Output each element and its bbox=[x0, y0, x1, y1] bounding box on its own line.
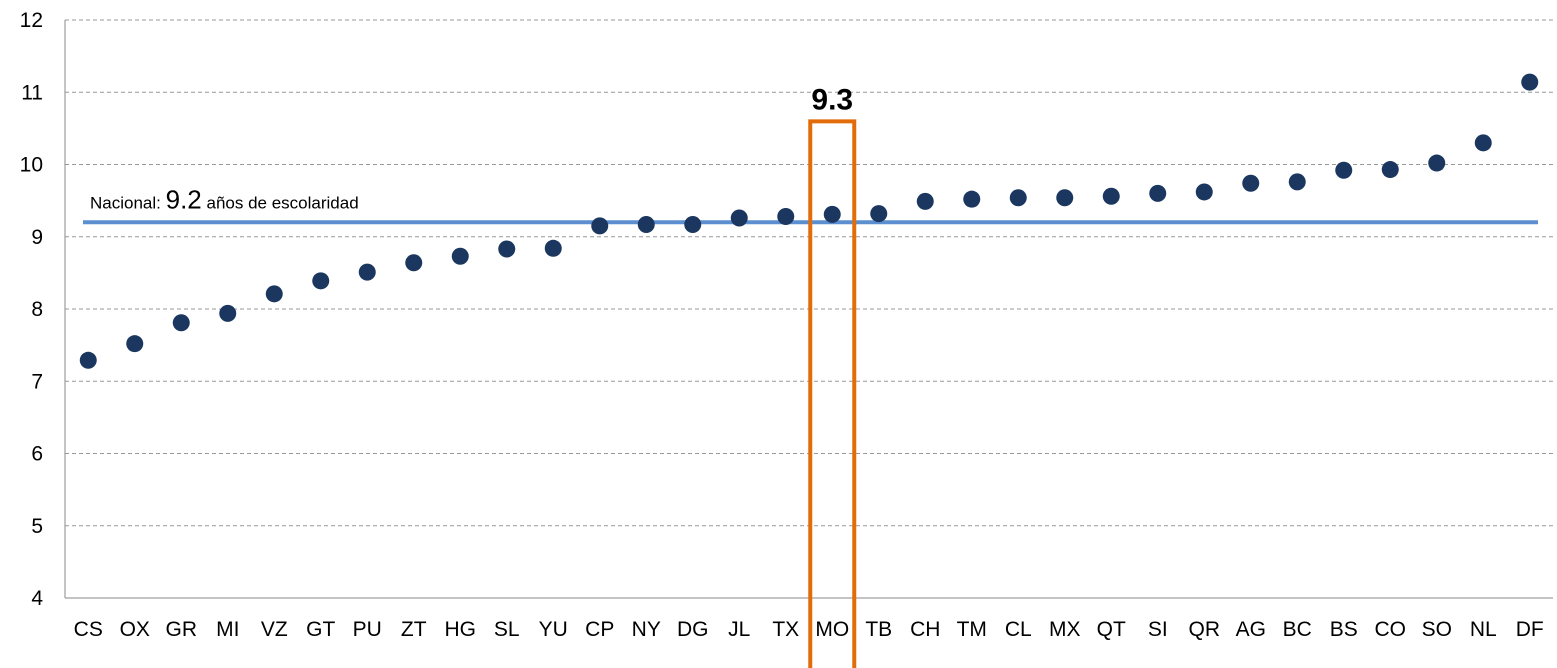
x-tick-label: HG bbox=[445, 618, 477, 641]
data-point-qt bbox=[1102, 187, 1120, 205]
y-tick-label: 6 bbox=[31, 443, 43, 466]
x-tick-label: TX bbox=[772, 618, 799, 641]
x-tick-label: CO bbox=[1375, 618, 1407, 641]
data-point-si bbox=[1149, 184, 1167, 202]
data-point-bc bbox=[1288, 173, 1306, 191]
x-tick-label: YU bbox=[539, 618, 568, 641]
y-tick-label: 10 bbox=[20, 154, 43, 177]
x-tick-label: ZT bbox=[401, 618, 427, 641]
data-point-sl bbox=[498, 240, 516, 258]
x-tick-label: CS bbox=[74, 618, 103, 641]
x-tick-labels: CS OX GR MI VZ GT PU ZT HG SL YU CP NY DG JL TX MO TB CH TM… bbox=[74, 618, 1544, 641]
x-tick-label: SI bbox=[1148, 618, 1168, 641]
x-tick-label: MI bbox=[216, 618, 239, 641]
data-point-df bbox=[1521, 73, 1539, 91]
data-point-zt bbox=[405, 254, 423, 272]
y-tick-label: 9 bbox=[31, 226, 43, 249]
data-point-pu bbox=[358, 263, 376, 281]
y-tick-label: 4 bbox=[31, 587, 43, 610]
data-point-bs bbox=[1335, 161, 1353, 179]
x-tick-label: TB bbox=[865, 618, 892, 641]
x-tick-label: SL bbox=[494, 618, 520, 641]
x-tick-label: JL bbox=[728, 618, 750, 641]
x-tick-label: NL bbox=[1470, 618, 1497, 641]
data-point-dg bbox=[684, 215, 702, 233]
x-tick-label: CP bbox=[585, 618, 614, 641]
data-point-tx bbox=[777, 208, 795, 226]
data-point-so bbox=[1428, 154, 1446, 172]
data-point-ch bbox=[916, 192, 934, 210]
x-tick-label: BC bbox=[1283, 618, 1312, 641]
data-point-vz bbox=[265, 285, 283, 303]
x-tick-label: QR bbox=[1189, 618, 1221, 641]
y-tick-label: 11 bbox=[21, 81, 43, 104]
x-tick-label: QT bbox=[1097, 618, 1126, 641]
x-tick-label: OX bbox=[120, 618, 150, 641]
highlight-box bbox=[808, 119, 857, 668]
data-point-mi bbox=[219, 304, 237, 322]
national-average-label: Nacional: 9.2 años de escolaridad bbox=[90, 184, 359, 214]
data-point-gt bbox=[312, 272, 330, 290]
data-point-ox bbox=[126, 335, 144, 353]
x-tick-label: MO bbox=[815, 618, 849, 641]
x-tick-label: DF bbox=[1516, 618, 1544, 641]
data-point-mo bbox=[823, 205, 841, 223]
x-tick-label: PU bbox=[353, 618, 382, 641]
y-tick-label: 7 bbox=[31, 370, 43, 393]
data-point-cl bbox=[1009, 189, 1027, 207]
x-tick-label: CH bbox=[910, 618, 940, 641]
data-point-cp bbox=[591, 217, 609, 235]
x-tick-label: CL bbox=[1005, 618, 1032, 641]
data-point-tb bbox=[870, 205, 888, 223]
national-label-value: 9.2 bbox=[166, 184, 202, 214]
data-point-nl bbox=[1474, 134, 1492, 152]
data-point-hg bbox=[451, 247, 469, 265]
x-tick-label: BS bbox=[1330, 618, 1358, 641]
national-label-suffix: años de escolaridad bbox=[202, 193, 359, 212]
data-point-tm bbox=[963, 190, 981, 208]
x-tick-label: GR bbox=[166, 618, 198, 641]
data-point-mx bbox=[1056, 189, 1074, 207]
data-point-ag bbox=[1242, 174, 1260, 192]
y-tick-label: 5 bbox=[31, 515, 43, 538]
data-point-qr bbox=[1195, 183, 1213, 201]
y-tick-labels: 4 5 6 7 8 9 10 11 12 bbox=[20, 9, 44, 610]
x-tick-label: GT bbox=[306, 618, 335, 641]
highlight-value-label: 9.3 bbox=[811, 83, 853, 116]
data-point-gr bbox=[172, 314, 190, 332]
y-tick-label: 12 bbox=[20, 9, 43, 32]
x-tick-label: MX bbox=[1049, 618, 1081, 641]
x-tick-label: AG bbox=[1236, 618, 1266, 641]
data-point-cs bbox=[79, 351, 97, 369]
data-points bbox=[79, 73, 1539, 369]
data-point-co bbox=[1381, 161, 1399, 179]
x-tick-label: SO bbox=[1422, 618, 1452, 641]
x-tick-label: NY bbox=[632, 618, 661, 641]
data-point-jl bbox=[730, 209, 748, 227]
x-tick-label: DG bbox=[677, 618, 709, 641]
data-point-ny bbox=[637, 215, 655, 233]
x-tick-label: VZ bbox=[261, 618, 288, 641]
x-tick-label: TM bbox=[957, 618, 987, 641]
y-tick-label: 8 bbox=[31, 298, 43, 321]
data-point-yu bbox=[544, 239, 562, 257]
national-label-prefix: Nacional: bbox=[90, 193, 166, 212]
